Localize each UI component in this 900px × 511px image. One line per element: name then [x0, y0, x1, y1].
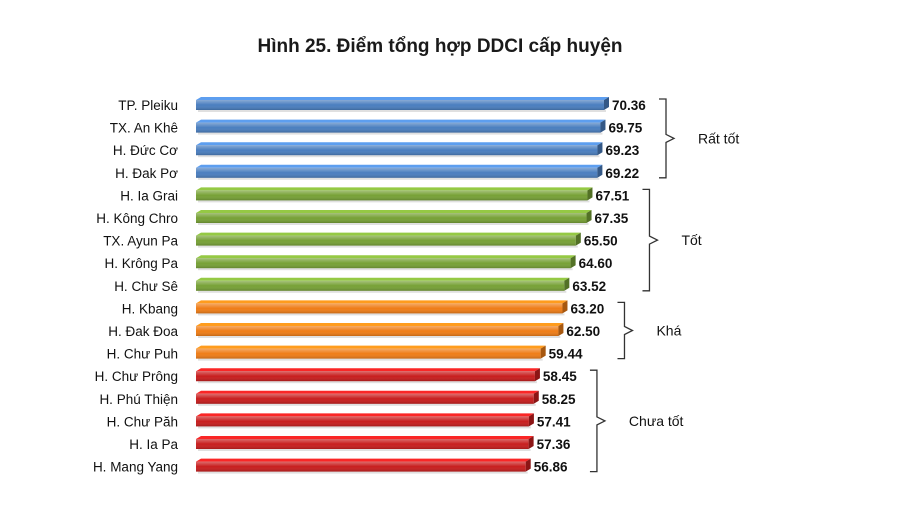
category-label-1: TX. An Khê — [110, 121, 178, 136]
group-bracket-2 — [617, 301, 634, 360]
bar-6 — [196, 232, 581, 248]
bar-16 — [196, 458, 531, 474]
value-label-2: 69.23 — [605, 143, 639, 158]
bar-2 — [196, 142, 603, 158]
value-label-13: 58.25 — [542, 392, 576, 407]
value-label-9: 63.20 — [570, 301, 604, 316]
category-label-16: H. Mang Yang — [93, 460, 178, 475]
category-label-6: TX. Ayun Pa — [103, 234, 178, 249]
bar-4 — [196, 187, 593, 203]
bar-14 — [196, 413, 534, 429]
bar-8 — [196, 277, 570, 293]
category-label-9: H. Kbang — [122, 301, 178, 316]
bar-15 — [196, 436, 534, 451]
value-label-8: 63.52 — [572, 279, 606, 294]
bar-7 — [196, 255, 576, 271]
category-label-2: H. Đức Cơ — [113, 143, 178, 158]
group-2: Khá — [617, 301, 682, 360]
value-label-15: 57.36 — [537, 437, 571, 452]
category-label-7: H. Krông Pa — [104, 256, 178, 271]
bar-10 — [196, 323, 564, 338]
group-0: Rất tốt — [659, 98, 739, 179]
bar-12 — [196, 368, 540, 384]
category-label-8: H. Chư Sê — [114, 279, 178, 294]
value-label-1: 69.75 — [608, 121, 642, 136]
bar-3 — [196, 164, 603, 180]
value-label-7: 64.60 — [579, 256, 613, 271]
value-label-14: 57.41 — [537, 414, 571, 429]
group-1: Tốt — [642, 188, 702, 292]
category-label-15: H. Ia Pa — [129, 437, 178, 452]
category-label-12: H. Chư Prông — [95, 369, 178, 384]
chart-title: Hình 25. Điểm tổng hợp DDCI cấp huyện — [257, 36, 623, 57]
group-label-1: Tốt — [681, 232, 701, 248]
category-label-5: H. Kông Chro — [96, 211, 178, 226]
group-label-2: Khá — [656, 323, 681, 339]
category-label-10: H. Đak Đoa — [108, 324, 178, 339]
value-label-16: 56.86 — [534, 460, 568, 475]
labels-layer: TP. Pleiku 70.36 TX. An Khê 69.75 H. Đức Cơ 6… — [93, 98, 646, 475]
bar-9 — [196, 300, 568, 316]
value-label-12: 58.45 — [543, 369, 577, 384]
category-label-13: H. Phú Thiện — [99, 392, 178, 407]
bar-0 — [196, 97, 609, 112]
category-label-4: H. Ia Grai — [120, 188, 178, 203]
groups-layer: Rất tốt Tốt Khá Chưa tốt — [589, 98, 739, 473]
value-label-0: 70.36 — [612, 98, 646, 113]
category-label-0: TP. Pleiku — [118, 98, 178, 113]
bar-1 — [196, 119, 606, 135]
bar-5 — [196, 210, 592, 225]
group-bracket-0 — [659, 98, 676, 179]
value-label-5: 67.35 — [595, 211, 629, 226]
value-label-11: 59.44 — [549, 347, 583, 362]
value-label-6: 65.50 — [584, 234, 618, 249]
group-3: Chưa tốt — [589, 369, 684, 473]
value-label-10: 62.50 — [566, 324, 600, 339]
bars-layer — [196, 97, 609, 474]
value-label-4: 67.51 — [595, 188, 629, 203]
bar-13 — [196, 390, 539, 406]
category-label-3: H. Đak Pơ — [115, 166, 178, 181]
bar-11 — [196, 345, 546, 361]
group-bracket-1 — [642, 188, 659, 292]
value-label-3: 69.22 — [605, 166, 639, 181]
category-label-14: H. Chư Păh — [107, 414, 178, 429]
group-label-0: Rất tốt — [698, 130, 739, 146]
group-bracket-3 — [589, 369, 607, 473]
group-label-3: Chưa tốt — [629, 413, 684, 429]
category-label-11: H. Chư Puh — [107, 347, 178, 362]
